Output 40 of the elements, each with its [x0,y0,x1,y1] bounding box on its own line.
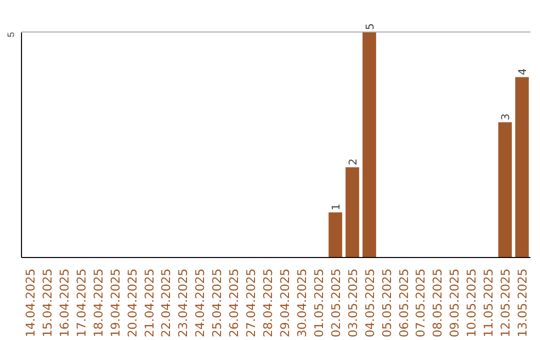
x-tick-label: 08.05.2025 [430,268,445,338]
x-tick-label: 14.04.2025 [23,268,38,338]
x-tick-label: 22.04.2025 [159,268,174,338]
bar [515,77,529,258]
x-tick-label: 11.05.2025 [482,268,496,338]
x-tick-label: 25.04.2025 [210,268,224,338]
data-label: 4 [516,68,530,76]
bar [328,212,342,258]
x-tick-label: 19.04.2025 [108,268,122,338]
x-tick-label: 21.04.2025 [142,268,156,338]
bar [362,32,376,258]
x-tick-label: 05.05.2025 [380,268,394,338]
x-tick-label: 09.05.2025 [448,268,462,338]
x-tick-label: 29.04.2025 [278,268,292,338]
x-tick-label: 30.04.2025 [294,268,309,338]
x-tick-label: 20.04.2025 [125,268,140,338]
data-label: 2 [346,158,360,166]
x-tick-label: 07.05.2025 [414,268,428,338]
x-tick-label: 02.05.2025 [328,268,343,338]
x-tick-label: 26.04.2025 [227,268,242,338]
x-tick-label: 13.05.2025 [516,268,530,338]
x-tick-label: 23.04.2025 [176,268,190,338]
x-tick-label: 18.04.2025 [91,268,106,338]
x-tick-label: 01.05.2025 [312,268,326,338]
x-tick-label: 15.04.2025 [40,268,54,338]
x-tick-label: 04.05.2025 [362,268,377,338]
data-label: 3 [499,113,512,120]
x-tick-label: 17.04.2025 [74,268,88,338]
data-label: 5 [363,23,376,30]
x-tick-label: 24.04.2025 [193,268,208,338]
x-tick-label: 10.05.2025 [464,268,479,338]
bar [346,167,360,258]
x-tick-label: 06.05.2025 [396,268,411,338]
x-tick-label: 27.04.2025 [244,268,258,338]
data-label: 1 [329,204,342,210]
bar [498,122,512,258]
x-tick-label: 03.05.2025 [346,268,360,338]
x-tick-label: 28.04.2025 [261,268,276,338]
x-tick-label: 12.05.2025 [498,268,513,338]
x-tick-label: 16.04.2025 [57,268,72,338]
